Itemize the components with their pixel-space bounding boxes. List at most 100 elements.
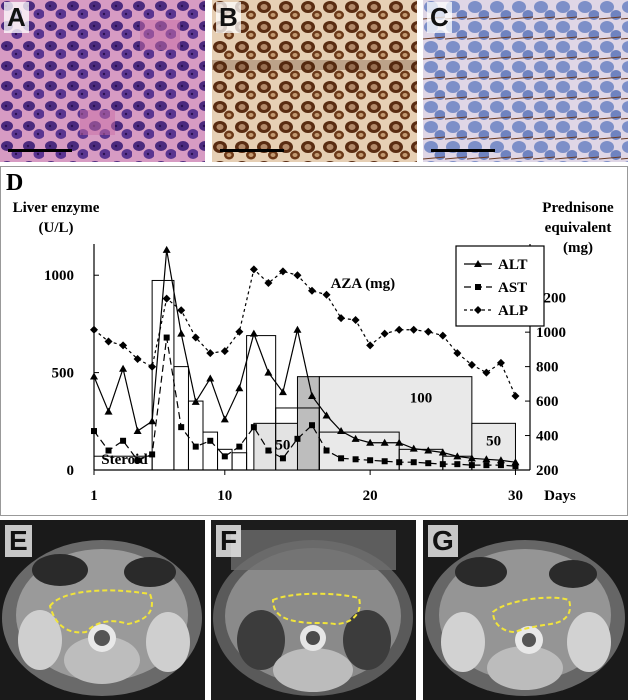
aza-dose-label: 100 xyxy=(410,391,433,407)
y-right-tick-label: 800 xyxy=(536,360,559,376)
alt-point xyxy=(482,455,491,463)
ast-point xyxy=(352,456,359,463)
ast-point xyxy=(454,461,461,468)
x-tick-label: 1 xyxy=(90,488,98,504)
alp-point xyxy=(249,265,258,274)
ast-point xyxy=(439,461,446,468)
alp-point xyxy=(264,279,273,288)
aza-dose-label: 50 xyxy=(275,437,290,453)
ast-point xyxy=(294,435,301,442)
y-left-tick-label: 1000 xyxy=(44,268,74,284)
ast-point xyxy=(410,459,417,466)
ast-point xyxy=(338,455,345,462)
ast-point xyxy=(163,334,170,341)
ast-point xyxy=(207,437,214,444)
y-right-tick-label: 600 xyxy=(536,394,559,410)
alt-point xyxy=(293,325,302,333)
alp-point xyxy=(380,329,389,338)
alt-point xyxy=(424,446,433,454)
alp-point xyxy=(206,349,215,358)
alt-point xyxy=(249,329,258,337)
alp-point xyxy=(220,347,229,356)
panel-label-d: D xyxy=(6,170,23,196)
ast-point xyxy=(236,443,243,450)
ast-point xyxy=(178,424,185,431)
alt-point xyxy=(278,388,287,396)
alt-point xyxy=(220,415,229,423)
ihc-brown-stain-image xyxy=(212,0,417,162)
panel-a-micrograph: A xyxy=(0,0,205,162)
alp-point xyxy=(395,325,404,334)
alp-point xyxy=(438,331,447,340)
ast-point xyxy=(221,453,228,460)
alp-point xyxy=(366,341,375,350)
panel-b-micrograph: B xyxy=(212,0,417,162)
alp-line xyxy=(93,268,517,397)
alt-point xyxy=(453,452,462,460)
alt-point xyxy=(322,411,331,419)
legend-box xyxy=(455,245,545,327)
ast-point xyxy=(120,437,127,444)
alp-point xyxy=(133,354,142,363)
y-axis-right-label: equivalent xyxy=(545,220,612,236)
aza-overlap-bar xyxy=(296,376,320,471)
ast-point xyxy=(396,459,403,466)
y-left-tick-label: 0 xyxy=(67,463,75,479)
alt-point xyxy=(438,448,447,456)
alp-point xyxy=(191,333,200,342)
alp-point xyxy=(322,290,331,299)
aza-dose-label: 50 xyxy=(486,433,501,449)
alt-point xyxy=(206,374,215,382)
alt-point xyxy=(104,407,113,415)
ast-point xyxy=(279,455,286,462)
ast-point xyxy=(134,457,141,464)
y-axis-right-label: (mg) xyxy=(563,240,593,256)
alp-point xyxy=(119,341,128,350)
panel-label-g: G xyxy=(428,525,458,557)
panel-e-mri: E xyxy=(0,520,205,700)
alp-point xyxy=(308,286,316,295)
alt-point xyxy=(467,454,476,462)
alp-point xyxy=(409,325,418,334)
alt-point xyxy=(351,434,360,442)
ast-point xyxy=(381,458,388,465)
aza-dose-bar xyxy=(471,422,516,471)
ast-point xyxy=(367,457,374,464)
aza-dose-bar xyxy=(318,376,473,471)
ast-point xyxy=(468,462,475,469)
lesion-outline xyxy=(491,596,571,634)
panel-d-chart: D Liver enzyme (U/L) Prednisone equivalent (… xyxy=(0,166,628,516)
alp-point xyxy=(293,271,302,280)
prednisone-dose-bar xyxy=(246,335,277,471)
alt-point xyxy=(308,391,316,399)
y-axis-left-label: (U/L) xyxy=(39,220,74,236)
lesion-outline xyxy=(48,589,153,634)
alp-point xyxy=(351,316,360,325)
lesion-outline xyxy=(271,592,361,626)
alp-point xyxy=(482,368,491,377)
y-right-tick-label: 1000 xyxy=(536,325,566,341)
alp-point xyxy=(104,337,113,346)
alt-point xyxy=(90,372,98,380)
ast-point xyxy=(265,447,272,454)
scale-bar xyxy=(220,149,284,152)
ast-point xyxy=(425,460,432,467)
alt-point xyxy=(409,444,418,452)
y-axis-left-label: Liver enzyme xyxy=(13,200,100,216)
y-right-tick-label: 200 xyxy=(536,463,559,479)
he-stain-image xyxy=(0,0,205,162)
panel-label-e: E xyxy=(5,525,32,557)
alt-point xyxy=(337,427,346,435)
alt-point xyxy=(162,245,171,253)
legend-label: ALT xyxy=(498,257,527,273)
alp-point xyxy=(424,327,433,336)
mri-axial-image-f xyxy=(211,520,416,700)
panel-label-a: A xyxy=(4,2,29,33)
ast-point xyxy=(250,424,257,431)
alp-point xyxy=(337,314,346,323)
panel-label-b: B xyxy=(216,2,241,33)
scale-bar xyxy=(8,149,72,152)
ast-point xyxy=(309,422,315,429)
ast-point xyxy=(149,451,156,458)
ast-point xyxy=(105,447,112,454)
